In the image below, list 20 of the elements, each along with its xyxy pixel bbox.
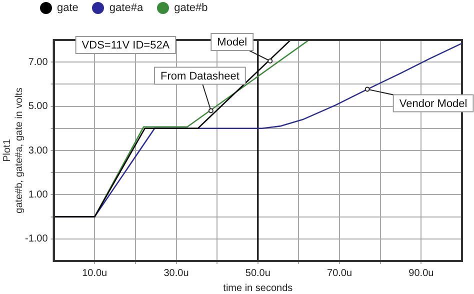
annotation: Vendor Model [399, 98, 468, 110]
y-tick-label: 1.00 [28, 189, 48, 200]
y-tick-label: 5.00 [28, 101, 48, 112]
x-tick-label: 90.0u [408, 268, 434, 279]
x-axis-title: time in seconds [223, 282, 293, 294]
annotation: VDS=11V ID=52A [82, 40, 170, 52]
x-tick-label: 30.0u [164, 268, 189, 279]
legend-label: gate#b [174, 2, 208, 14]
annotation: From Datasheet [160, 70, 240, 82]
x-tick-label: 10.0u [82, 268, 108, 279]
legend-label: gate#a [109, 2, 144, 14]
x-tick-label: 50.0u [245, 268, 270, 279]
x-tick-label: 70.0u [327, 268, 352, 279]
y-axis-title: gate#b, gate#a, gate in volts [14, 88, 25, 214]
legend-label: gate [57, 2, 78, 14]
y-tick-label: 7.00 [28, 56, 48, 68]
annotation: Model [217, 36, 248, 49]
y-tick-label: -1.00 [24, 234, 48, 245]
text: Plot1 [2, 138, 13, 162]
y-tick-label: 3.00 [28, 145, 48, 156]
